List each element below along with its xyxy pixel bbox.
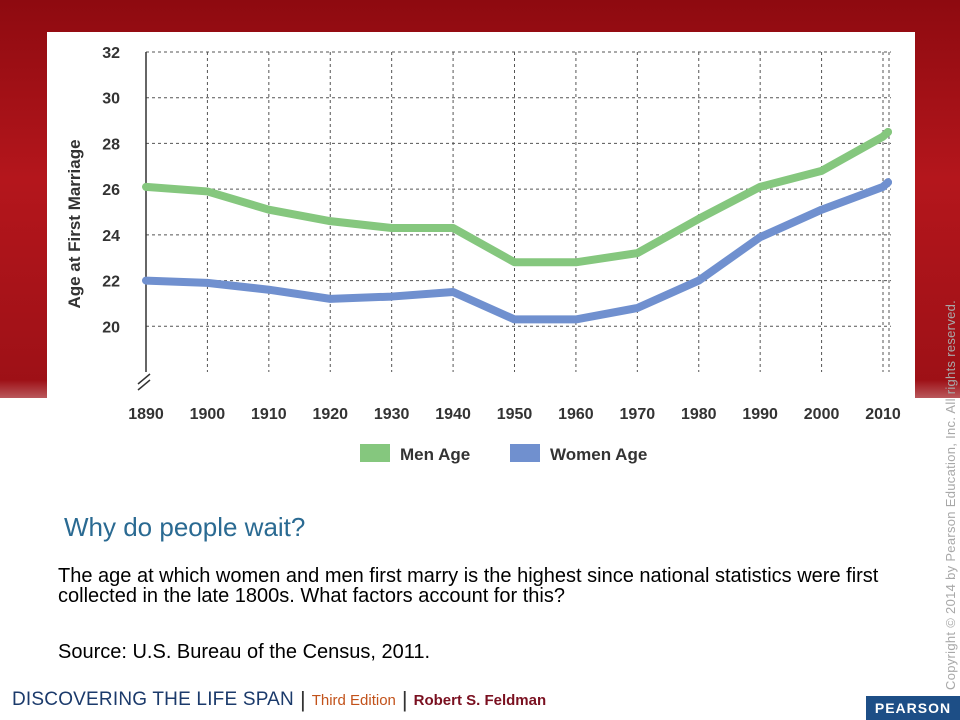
axis-break-mark xyxy=(137,373,151,385)
slide-body-text: The age at which women and men first mar… xyxy=(58,565,879,607)
y-tick-label: 30 xyxy=(102,91,120,108)
y-tick-label: 26 xyxy=(102,182,120,199)
x-tick-label: 1940 xyxy=(435,406,471,423)
men-age-point xyxy=(884,128,892,136)
men-age-point xyxy=(880,133,886,140)
footer-separator: | xyxy=(299,687,306,712)
x-tick-label: 1950 xyxy=(497,406,533,423)
women-age-point xyxy=(884,178,892,187)
book-title: DISCOVERING THE LIFE SPAN xyxy=(12,689,294,710)
legend-label-women: Women Age xyxy=(550,445,647,464)
men-age-point xyxy=(327,218,334,225)
y-axis-title: Age at First Marriage xyxy=(65,139,84,308)
footer-bar: DISCOVERING THE LIFE SPAN | Third Editio… xyxy=(0,684,546,716)
y-tick-label: 24 xyxy=(102,228,120,245)
x-tick-label: 1980 xyxy=(681,406,717,423)
slide-title: Why do people wait? xyxy=(64,512,306,542)
legend-swatch-men xyxy=(360,444,390,462)
x-tick-label: 1990 xyxy=(742,406,778,423)
men-age-point xyxy=(695,215,702,222)
women-age-point xyxy=(880,183,886,190)
women-age-point xyxy=(634,305,641,311)
men-age-point xyxy=(388,225,395,231)
y-tick-label: 20 xyxy=(102,319,120,336)
footer-separator: | xyxy=(401,687,408,712)
x-tick-label: 1900 xyxy=(190,406,226,423)
y-tick-label: 22 xyxy=(102,274,120,291)
legend-label-men: Men Age xyxy=(400,445,470,464)
women-age-point xyxy=(818,206,825,213)
women-age-point xyxy=(265,286,272,293)
legend-swatch-women xyxy=(510,444,540,462)
x-tick-label: 1930 xyxy=(374,406,410,423)
men-age-point xyxy=(511,259,518,266)
y-tick-label: 28 xyxy=(102,136,120,153)
y-tick-label: 32 xyxy=(102,45,120,62)
women-age-point xyxy=(143,277,149,284)
axis-break-mark xyxy=(137,379,151,391)
women-age-point xyxy=(327,295,334,302)
women-age-point xyxy=(204,279,211,286)
men-age-point xyxy=(204,188,211,195)
women-age-point xyxy=(388,293,395,300)
x-tick-label: 1910 xyxy=(251,406,287,423)
marriage-age-chart: 20 22 24 26 28 30 32 Age at First Marriage 1890 1… xyxy=(65,45,901,464)
men-age-point xyxy=(757,183,764,190)
edition-label: Third Edition xyxy=(311,691,396,709)
men-age-point xyxy=(634,250,641,257)
men-age-point xyxy=(265,206,272,213)
men-age-point xyxy=(450,225,457,231)
men-age-point xyxy=(818,167,825,174)
x-tick-label: 1920 xyxy=(312,406,348,423)
x-tick-label: 2000 xyxy=(804,406,840,423)
author-name: Robert S. Feldman xyxy=(413,691,547,709)
x-tick-label: 1970 xyxy=(620,406,656,423)
publisher-logo: PEARSON xyxy=(866,696,960,720)
copyright-notice: Copyright © 2014 by Pearson Education, I… xyxy=(943,299,958,690)
men-age-point xyxy=(572,259,579,266)
women-age-point xyxy=(511,316,518,323)
x-tick-label: 1890 xyxy=(128,406,164,423)
men-age-point xyxy=(143,183,149,190)
women-age-line xyxy=(142,178,892,324)
x-tick-label: 1960 xyxy=(558,406,594,423)
chart-panel: 20 22 24 26 28 30 32 Age at First Marriage 1890 1… xyxy=(47,32,915,470)
x-tick-label: 2010 xyxy=(865,406,901,423)
women-age-point xyxy=(695,277,702,284)
men-age-line xyxy=(142,128,892,267)
women-age-point xyxy=(450,289,457,295)
women-age-point xyxy=(572,316,579,323)
source-citation: Source: U.S. Bureau of the Census, 2011. xyxy=(58,641,431,663)
women-age-point xyxy=(757,234,764,241)
